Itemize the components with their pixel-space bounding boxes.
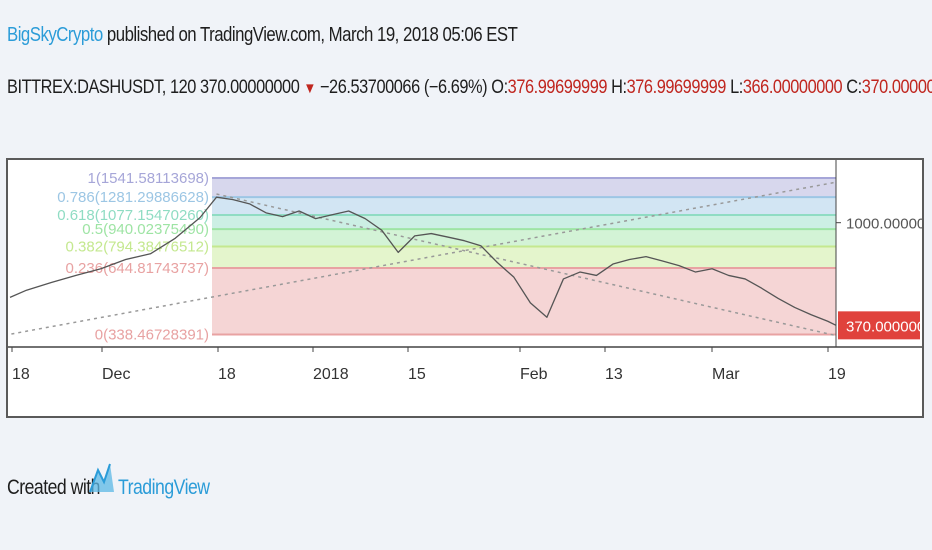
fib-zone xyxy=(212,178,836,198)
last-price-badge xyxy=(838,311,920,340)
open-value: 376.99699999 xyxy=(507,77,608,98)
low-label: L: xyxy=(730,77,743,98)
x-tick-label: 18 xyxy=(218,366,236,383)
x-tick-label: 19 xyxy=(828,366,846,383)
last-price-label: 370.00000000 xyxy=(846,318,922,335)
fib-label: 0.236(644.81743737) xyxy=(66,260,209,277)
price-chart[interactable]: 1(1541.58113698) 0.786(1281.29886628)0.61… xyxy=(8,160,922,416)
price-line xyxy=(9,196,837,326)
chart-frame: 1(1541.58113698) 0.786(1281.29886628) 0.61… xyxy=(6,158,924,418)
triangle-down-icon: ▼ xyxy=(303,80,316,97)
x-tick-label: 18 xyxy=(12,366,30,383)
fib-zone xyxy=(212,229,836,247)
publish-info: BigSkyCrypto published on TradingView.co… xyxy=(7,24,518,47)
high-value: 376.99699999 xyxy=(626,77,727,98)
last-price: 370.00000000 xyxy=(200,77,300,98)
tradingview-brand[interactable]: TradingView xyxy=(118,476,210,499)
x-tick-label: 13 xyxy=(605,366,623,383)
close-label: C: xyxy=(846,77,862,98)
fib-label: 0.786(1281.29886628) xyxy=(57,189,209,206)
tradingview-logo-icon[interactable] xyxy=(88,452,116,500)
trend-line xyxy=(8,181,837,336)
fib-label: 0.382(794.38476512) xyxy=(66,238,209,255)
fib-label: 0.5(940.02375490) xyxy=(82,221,209,238)
fib-label: 1(1541.58113698) xyxy=(88,170,210,187)
x-tick-label: Dec xyxy=(102,366,130,383)
created-with-text: Created with xyxy=(7,476,100,499)
fib-zone xyxy=(212,246,836,268)
symbol-label: BITTREX:DASHUSDT, 120 xyxy=(7,77,196,98)
fib-label: 0(338.46728391) xyxy=(95,327,209,344)
open-label: O: xyxy=(491,77,508,98)
x-tick-label: 15 xyxy=(408,366,426,383)
fib-zone xyxy=(212,215,836,230)
publish-text: published on TradingView.com, March 19, … xyxy=(106,24,518,46)
fib-zone xyxy=(212,267,836,335)
low-value: 366.00000000 xyxy=(742,77,843,98)
symbol-info: BITTREX:DASHUSDT, 120 370.00000000 ▼ −26… xyxy=(7,77,932,99)
x-tick-label: 2018 xyxy=(313,366,349,383)
y-tick-label: 1000.00000000 xyxy=(846,216,922,233)
price-change: −26.53700066 (−6.69%) xyxy=(319,77,488,98)
x-tick-label: Mar xyxy=(712,366,740,383)
high-label: H: xyxy=(611,77,627,98)
close-value: 370.00000000 xyxy=(861,77,932,98)
x-tick-label: Feb xyxy=(520,366,548,383)
fib-label: 0.618(1077.15470260) xyxy=(57,207,209,224)
author-link[interactable]: BigSkyCrypto xyxy=(7,24,103,46)
